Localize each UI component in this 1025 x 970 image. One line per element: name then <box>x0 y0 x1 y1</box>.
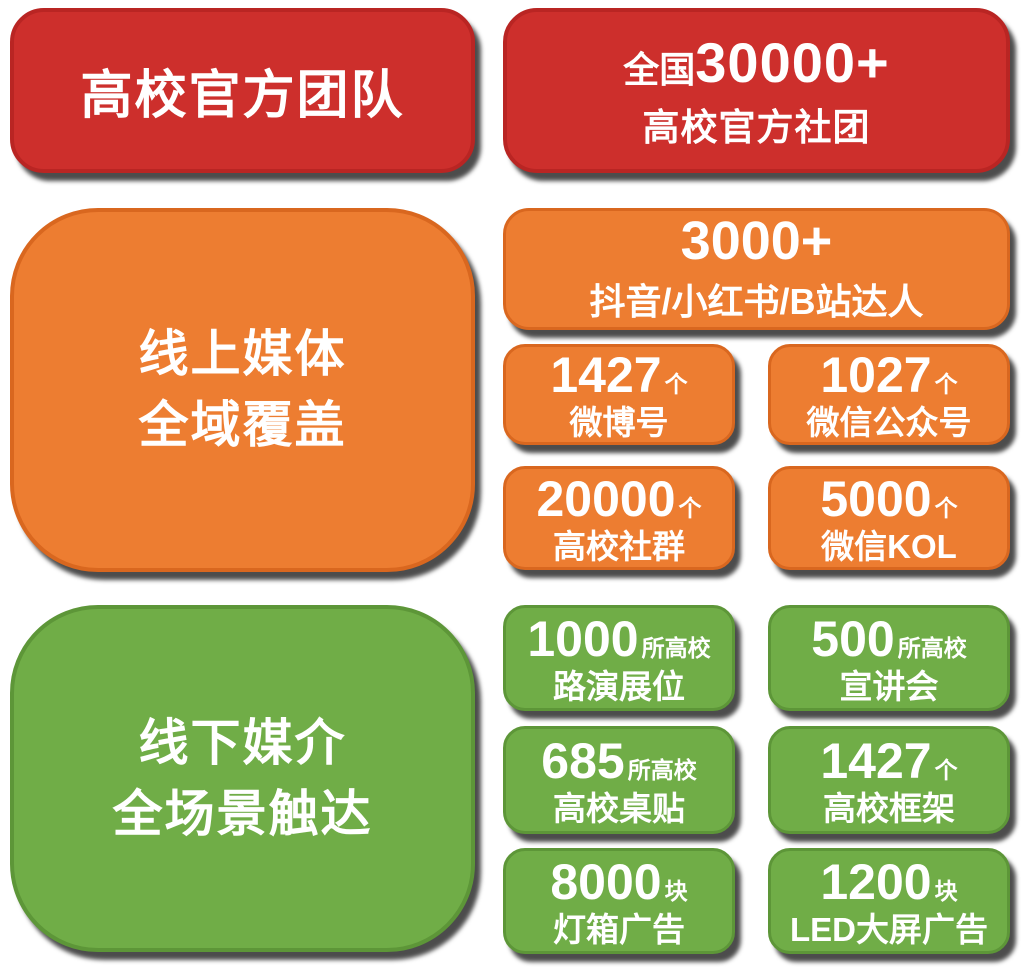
stat-info-sessions: 500 所高校 宣讲会 <box>768 605 1010 711</box>
stat-unit: 个 <box>934 371 958 397</box>
stat-label: 路演展位 <box>553 667 685 705</box>
stat-line: 1000 所高校 <box>527 614 710 664</box>
card-title-line1: 线下媒介 <box>138 714 347 771</box>
stat-line: 1427 个 <box>820 736 957 786</box>
stat-prefix: 全国 <box>623 49 696 90</box>
stat-number: 685 <box>541 732 625 789</box>
stat-number: 500 <box>811 610 895 667</box>
stat-unit: 个 <box>934 494 958 521</box>
stat-lightbox-ads: 8000 块 灯箱广告 <box>503 848 735 954</box>
stat-unit: 块 <box>934 877 958 904</box>
stat-line: 全国 30000+ <box>623 30 889 95</box>
stat-unit: 个 <box>934 756 958 783</box>
stat-line: 685 所高校 <box>541 736 696 786</box>
stat-label: LED大屏广告 <box>790 910 988 948</box>
stat-line: 1427 个 <box>550 350 687 400</box>
stat-wechat-kol: 5000 个 微信KOL <box>768 466 1010 570</box>
stat-label: 微博号 <box>569 404 669 441</box>
stat-number: 1027 <box>820 347 932 403</box>
stat-label: 高校桌贴 <box>553 789 685 827</box>
stat-weibo-accounts: 1427 个 微博号 <box>503 344 735 445</box>
stat-number: 1200 <box>820 853 932 910</box>
stat-number: 5000 <box>820 470 932 527</box>
stat-number: 8000 <box>550 853 662 910</box>
stat-led-screen-ads: 1200 块 LED大屏广告 <box>768 848 1010 954</box>
stat-wechat-public-accounts: 1027 个 微信公众号 <box>768 344 1010 445</box>
stat-label: 抖音/小红书/B站达人 <box>589 281 924 323</box>
stat-unit: 个 <box>678 494 702 521</box>
stat-label: 高校社群 <box>553 527 685 565</box>
stat-number: 1427 <box>820 732 932 789</box>
card-title-line2: 全场景触达 <box>112 785 373 842</box>
card-national-official-clubs: 全国 30000+ 高校官方社团 <box>503 8 1010 173</box>
stat-campus-communities: 20000 个 高校社群 <box>503 466 735 570</box>
card-offline-media-reach: 线下媒介 全场景触达 <box>10 605 475 952</box>
card-title: 高校官方团队 <box>80 67 405 125</box>
stat-campus-frames: 1427 个 高校框架 <box>768 726 1010 834</box>
stat-number: 30000+ <box>695 31 890 94</box>
stat-label: 微信KOL <box>821 527 957 565</box>
card-university-official-team: 高校官方团队 <box>10 8 475 173</box>
stat-label: 宣讲会 <box>839 667 939 705</box>
stat-label: 灯箱广告 <box>553 910 685 948</box>
stat-campus-desk-stickers: 685 所高校 高校桌贴 <box>503 726 735 834</box>
stat-unit: 所高校 <box>627 756 697 783</box>
stat-label: 高校官方社团 <box>642 107 871 148</box>
stat-line: 5000 个 <box>820 474 957 524</box>
stat-number: 3000+ <box>680 210 833 271</box>
stat-line: 1027 个 <box>820 350 957 400</box>
card-online-media-coverage: 线上媒体 全域覆盖 <box>10 208 475 572</box>
card-title-line2: 全域覆盖 <box>138 397 347 453</box>
stat-roadshow-booths: 1000 所高校 路演展位 <box>503 605 735 711</box>
stat-unit: 所高校 <box>897 634 967 661</box>
stat-number: 1427 <box>550 347 662 403</box>
stat-unit: 所高校 <box>641 634 711 661</box>
card-title-line1: 线上媒体 <box>138 326 347 382</box>
stat-line: 20000 个 <box>536 474 701 524</box>
stat-label: 微信公众号 <box>806 404 972 441</box>
stat-label: 高校框架 <box>823 789 955 827</box>
stat-unit: 个 <box>664 371 688 397</box>
stat-line: 8000 块 <box>550 857 687 907</box>
stat-douyin-xiaohongshu-bilibili-kol: 3000+ 抖音/小红书/B站达人 <box>503 208 1010 330</box>
stat-number: 1000 <box>527 610 639 667</box>
stat-unit: 块 <box>664 877 688 904</box>
stat-line: 500 所高校 <box>811 614 966 664</box>
stat-line: 1200 块 <box>820 857 957 907</box>
stat-number: 20000 <box>536 470 676 527</box>
